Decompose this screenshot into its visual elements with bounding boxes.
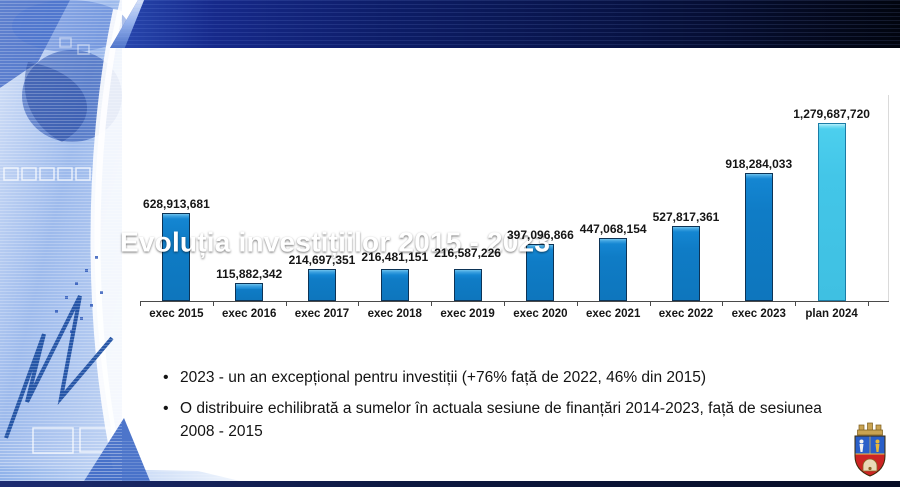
x-axis-tick xyxy=(140,302,141,306)
bar-exec-2023 xyxy=(744,173,773,301)
bar-value-label: 216,481,151 xyxy=(361,250,429,264)
x-axis-label: plan 2024 xyxy=(805,308,858,320)
bar-exec-2020 xyxy=(526,244,555,301)
bullet-item: O distribuire echilibrată a sumelor în a… xyxy=(163,397,839,443)
slide-title: Evoluția investițiilor 2015 - 2023 xyxy=(120,226,551,258)
x-axis-tick xyxy=(795,302,797,306)
bullet-item: 2023 - un an excepțional pentru investiț… xyxy=(163,366,839,389)
chart-slot: 1,279,687,720 plan 2024 xyxy=(793,95,870,320)
chart-slots: 628,913,681 exec 2015 115,882,342 exec 2016… xyxy=(140,95,870,320)
x-axis-label: exec 2019 xyxy=(440,308,495,320)
x-axis-tick xyxy=(576,302,578,306)
bar-plan-2024 xyxy=(817,123,846,301)
bar-value-label: 115,882,342 xyxy=(216,267,283,281)
bar-value-label: 216,587,226 xyxy=(434,246,501,260)
x-axis-label: exec 2016 xyxy=(222,308,277,320)
x-axis-label: exec 2017 xyxy=(294,308,350,320)
bar-exec-2018 xyxy=(380,269,409,301)
x-axis-tick xyxy=(285,302,287,306)
x-axis-label: exec 2018 xyxy=(367,308,422,320)
chart-plot-area: 628,913,681 exec 2015 115,882,342 exec 2016… xyxy=(140,95,889,320)
bar-exec-2015 xyxy=(162,213,191,301)
x-axis-tick xyxy=(431,302,433,306)
x-axis-tick xyxy=(722,302,724,306)
bar-value-label: 1,279,687,720 xyxy=(793,107,870,121)
chart-slot: 214,697,351 exec 2017 xyxy=(286,95,359,320)
chart-slot: 628,913,681 exec 2015 xyxy=(140,95,213,320)
x-axis-label: exec 2020 xyxy=(513,308,568,320)
chart-slot: 397,096,866 exec 2020 xyxy=(504,95,577,320)
x-axis-tick xyxy=(358,302,360,306)
mural-crown-icon xyxy=(857,422,883,436)
oradea-coat-of-arms xyxy=(854,422,886,477)
x-axis-line xyxy=(140,301,889,302)
bar-value-label: 628,913,681 xyxy=(143,197,210,211)
x-axis-label: exec 2022 xyxy=(658,308,714,320)
bottom-strip xyxy=(0,481,900,487)
chart-slot: 115,882,342 exec 2016 xyxy=(213,95,286,320)
bar-exec-2017 xyxy=(307,269,336,301)
investment-bar-chart: 628,913,681 exec 2015 115,882,342 exec 2016… xyxy=(140,95,889,320)
x-axis-tick xyxy=(212,302,214,306)
x-axis-label: exec 2015 xyxy=(149,308,204,320)
chart-slot: 216,481,151 exec 2018 xyxy=(358,95,431,320)
bar-exec-2022 xyxy=(671,226,700,301)
bar-value-label: 397,096,866 xyxy=(507,228,574,242)
bar-exec-2016 xyxy=(235,283,264,301)
x-axis-label: exec 2021 xyxy=(585,308,641,320)
fortress-icon xyxy=(862,458,878,472)
bar-value-label: 918,284,033 xyxy=(725,157,793,171)
chart-slot: 918,284,033 exec 2023 xyxy=(722,95,795,320)
x-axis-tick xyxy=(504,302,505,306)
angel-figure-icon xyxy=(859,439,864,452)
chart-slot: 216,587,226 exec 2019 xyxy=(431,95,504,320)
lion-figure-icon xyxy=(875,439,880,452)
bar-value-label: 214,697,351 xyxy=(288,253,356,267)
x-axis-tick xyxy=(649,302,651,306)
bar-value-label: 447,068,154 xyxy=(579,222,647,236)
bar-exec-2019 xyxy=(453,269,482,301)
x-axis-label: exec 2023 xyxy=(731,308,786,320)
decorative-left-art xyxy=(0,0,250,481)
bar-value-label: 527,817,361 xyxy=(652,210,720,224)
bullet-list: 2023 - un an excepțional pentru investiț… xyxy=(163,366,839,451)
chart-slot: 527,817,361 exec 2022 xyxy=(650,95,723,320)
chart-slot: 447,068,154 exec 2021 xyxy=(577,95,650,320)
x-axis-tick xyxy=(868,302,869,306)
bar-exec-2021 xyxy=(599,238,628,301)
title-bar xyxy=(110,0,900,48)
